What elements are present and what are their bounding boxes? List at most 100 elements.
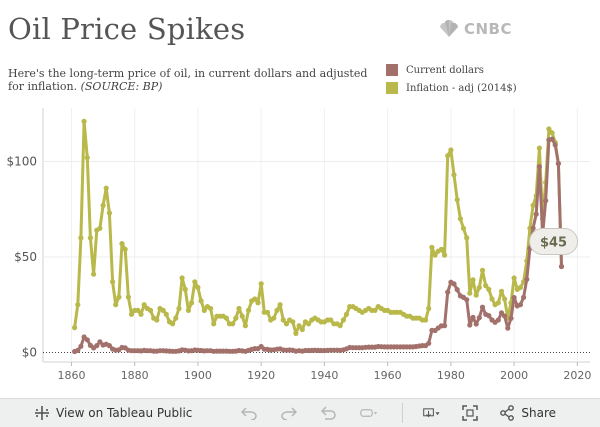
share-icon: [500, 405, 515, 421]
data-point-inflation: [138, 311, 144, 317]
data-point-inflation: [340, 317, 346, 323]
data-point-inflation: [176, 305, 182, 312]
data-point-inflation: [182, 286, 188, 292]
data-point-current: [467, 322, 473, 328]
page-title: Oil Price Spikes: [8, 12, 246, 46]
data-point-current: [94, 343, 100, 349]
x-tick-label: 1940: [310, 369, 338, 380]
data-point-inflation: [470, 277, 476, 283]
data-point-current: [476, 315, 482, 321]
legend-item-current[interactable]: Current dollars: [386, 62, 517, 78]
tableau-logo-icon: [35, 406, 49, 420]
data-point-inflation: [442, 252, 448, 258]
data-point-current: [473, 321, 479, 327]
data-point-inflation: [530, 202, 536, 208]
data-point-current: [470, 314, 476, 320]
data-point-inflation: [75, 302, 81, 308]
data-point-inflation: [245, 307, 252, 313]
source-note: (SOURCE: BP): [80, 80, 163, 93]
y-tick-label: $50: [14, 250, 37, 264]
data-point-inflation: [464, 235, 470, 241]
legend-swatch-inflation: [386, 82, 398, 94]
data-point-current: [543, 198, 549, 204]
share-button[interactable]: Share: [499, 405, 556, 421]
data-point-inflation: [328, 317, 334, 323]
data-point-inflation: [306, 321, 312, 327]
fullscreen-icon[interactable]: [461, 404, 479, 422]
data-point-current: [521, 294, 527, 300]
data-point-inflation: [432, 252, 438, 258]
data-point-inflation: [511, 275, 517, 281]
data-point-inflation: [81, 118, 87, 124]
view-on-tableau-button[interactable]: View on Tableau Public: [34, 405, 192, 421]
data-point-inflation: [479, 267, 486, 273]
data-point-inflation: [271, 315, 277, 321]
data-point-current: [502, 313, 508, 319]
data-point-inflation: [103, 185, 109, 191]
data-point-current: [511, 295, 517, 301]
data-point-inflation: [429, 244, 435, 250]
data-point-current: [517, 302, 524, 308]
data-point-current: [426, 340, 432, 346]
data-point-inflation: [125, 294, 131, 300]
data-point-inflation: [290, 319, 296, 325]
share-label: Share: [521, 406, 557, 420]
data-point-inflation: [426, 305, 432, 312]
data-point-inflation: [476, 284, 482, 291]
data-point-current: [536, 164, 543, 170]
data-point-inflation: [170, 321, 176, 327]
data-point-inflation: [201, 307, 207, 313]
data-point-inflation: [192, 279, 198, 285]
data-point-inflation: [549, 130, 555, 136]
data-point-inflation: [498, 288, 505, 294]
data-point-inflation: [173, 315, 179, 321]
data-point-inflation: [242, 323, 248, 329]
data-point-inflation: [113, 302, 119, 308]
subtitle-text: Here's the long-term price of oil, in cu…: [8, 67, 368, 93]
redo-icon[interactable]: [280, 404, 298, 422]
view-on-tableau-label: View on Tableau Public: [56, 406, 193, 420]
data-point-inflation: [502, 296, 508, 302]
data-point-inflation: [116, 294, 122, 300]
data-point-inflation: [128, 311, 135, 317]
undo-icon[interactable]: [240, 404, 258, 422]
x-tick-label: 1860: [57, 369, 85, 380]
data-point-current: [445, 289, 451, 295]
legend-item-inflation[interactable]: Inflation - adj (2014$): [386, 80, 517, 96]
data-point-current: [524, 276, 530, 282]
x-tick-label: 2000: [500, 369, 528, 380]
data-point-inflation: [483, 283, 489, 289]
x-tick-label: 1880: [121, 369, 149, 380]
data-point-inflation: [454, 197, 460, 203]
data-point-inflation: [119, 241, 125, 247]
data-point-inflation: [423, 317, 429, 323]
data-point-inflation: [189, 300, 195, 306]
data-point-inflation: [211, 321, 217, 327]
data-point-current: [555, 161, 562, 167]
data-point-inflation: [208, 305, 214, 312]
data-point-current: [530, 225, 536, 231]
tableau-toolbar: View on Tableau Public: [0, 398, 600, 427]
data-point-current: [464, 297, 470, 303]
data-point-inflation: [283, 321, 290, 327]
data-point-inflation: [179, 275, 185, 281]
data-point-inflation: [106, 210, 112, 216]
data-point-inflation: [236, 305, 242, 312]
revert-icon[interactable]: [320, 404, 338, 422]
data-point-inflation: [451, 172, 457, 178]
data-point-inflation: [486, 286, 492, 292]
pause-icon[interactable]: [360, 404, 378, 422]
data-point-current: [552, 142, 558, 148]
data-point-current: [505, 325, 511, 331]
data-point-inflation: [274, 307, 280, 313]
data-point-inflation: [460, 225, 467, 231]
data-point-current: [558, 263, 565, 270]
data-point-current: [442, 323, 448, 329]
download-icon[interactable]: [423, 404, 441, 422]
data-point-inflation: [438, 246, 444, 252]
data-point-current: [508, 315, 514, 321]
data-point-inflation: [252, 296, 258, 302]
data-point-inflation: [296, 323, 302, 329]
data-point-inflation: [110, 279, 116, 285]
data-point-inflation: [147, 307, 154, 313]
